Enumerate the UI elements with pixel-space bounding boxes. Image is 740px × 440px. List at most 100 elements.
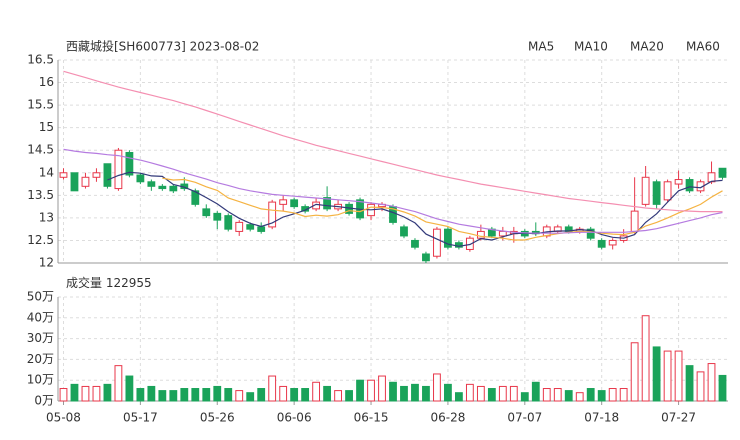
volume-bar [301, 388, 310, 402]
volume-bar [619, 388, 628, 402]
candle-body [685, 179, 694, 192]
volume-title: 成交量 122955 [66, 275, 152, 290]
volume-bar [652, 346, 661, 402]
volume-bar [465, 383, 474, 402]
candle-body [70, 172, 79, 192]
volume-bar [235, 390, 244, 402]
volume-bar [378, 375, 386, 402]
candle-body [92, 172, 101, 178]
ma-line [63, 70, 723, 213]
y-tick-label: 15 [39, 120, 54, 134]
candle-body [235, 221, 244, 232]
volume-bar [641, 315, 650, 402]
candle-body [323, 197, 332, 210]
volume-bar [476, 385, 485, 402]
volume-bar [136, 388, 145, 402]
volume-bar [564, 390, 573, 402]
y-tick-label: 10万 [27, 373, 54, 387]
candle-body [454, 242, 463, 248]
candle-body [191, 190, 200, 205]
volume-bar [290, 388, 299, 402]
volume-bar [531, 381, 540, 402]
legend-label: MA10 [574, 40, 608, 54]
x-tick-label: 07-07 [507, 411, 542, 425]
y-tick-label: 30万 [27, 331, 54, 345]
candle-body [103, 163, 112, 187]
volume-bar [246, 392, 255, 402]
volume-bar [608, 388, 617, 402]
volume-label: 成交量 [66, 275, 102, 290]
volume-bar [92, 385, 101, 402]
x-tick-label: 06-15 [354, 411, 389, 425]
volume-bar [158, 390, 167, 402]
candle-body [498, 230, 507, 237]
candle-body [169, 185, 178, 192]
volume-bar [334, 390, 342, 402]
legend-label: MA5 [528, 40, 554, 54]
candle-body [641, 176, 650, 205]
volume-bar [191, 388, 200, 402]
candle-body [630, 210, 639, 232]
volume-bar [586, 388, 595, 402]
volume-bar [542, 388, 551, 402]
volume-value: 122955 [106, 276, 152, 290]
candle-body [586, 228, 595, 239]
y-tick-label: 20万 [27, 352, 54, 366]
y-tick-label: 13 [39, 210, 54, 224]
candle-body [246, 224, 255, 230]
y-tick-label: 12 [39, 256, 54, 270]
candle-body [268, 201, 277, 228]
candle-body [597, 239, 606, 248]
x-tick-label: 05-26 [200, 411, 235, 425]
ma-line [162, 177, 723, 241]
legend-label: MA60 [686, 40, 720, 54]
candle-body [411, 239, 419, 248]
y-tick-label: 50万 [27, 290, 54, 304]
x-tick-label: 07-27 [661, 411, 696, 425]
candle-body [136, 174, 145, 183]
y-tick-label: 40万 [27, 310, 54, 324]
volume-bar [169, 390, 178, 402]
candle-body [257, 226, 266, 232]
y-tick-label: 16 [39, 75, 54, 89]
volume-bar [444, 383, 452, 402]
candle-body [125, 151, 134, 176]
y-tick-label: 15.5 [27, 98, 54, 112]
volume-bar [411, 383, 419, 402]
volume-bar [323, 385, 332, 402]
candle-body [433, 228, 441, 257]
candle-body [279, 199, 288, 205]
candle-body [718, 167, 727, 178]
volume-bar [125, 375, 134, 402]
candle-body [674, 179, 683, 185]
candle-body [663, 181, 672, 201]
volume-bar [81, 385, 90, 402]
volume-bar [509, 385, 518, 402]
volume-bar [312, 381, 321, 402]
volume-bar [674, 350, 683, 402]
candle-body [213, 212, 222, 221]
legend-label: MA20 [630, 40, 664, 54]
volume-bar [400, 385, 408, 402]
ma-line [63, 148, 723, 234]
volume-bar [553, 388, 562, 402]
y-tick-label: 13.5 [27, 188, 54, 202]
candle-body [422, 253, 430, 262]
volume-bar [367, 379, 375, 402]
candle-body [608, 239, 617, 246]
volume-bar [498, 385, 507, 402]
chart-title: 西藏城投[SH600773] 2023-08-02 [66, 39, 259, 54]
volume-bar [685, 365, 694, 402]
candle-body [202, 208, 211, 217]
candle-body [158, 185, 167, 190]
candle-body [59, 172, 68, 178]
volume-bar [268, 375, 277, 402]
candle-body [652, 181, 661, 205]
volume-bar [202, 388, 211, 402]
volume-bar [575, 392, 584, 402]
volume-bar [433, 373, 441, 402]
volume-bar [213, 385, 222, 402]
candle-body [81, 176, 90, 187]
volume-bar [147, 385, 156, 402]
